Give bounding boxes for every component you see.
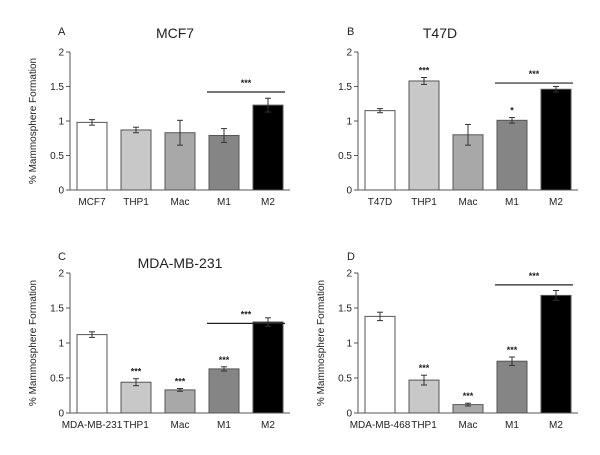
- chart-title: MCF7: [156, 25, 194, 41]
- y-tick-label: 2: [346, 269, 352, 280]
- y-axis-label: % Mammosphere Formation: [316, 280, 327, 406]
- y-tick-label: 0: [346, 409, 352, 420]
- bracket-marker: ***: [529, 271, 540, 281]
- x-tick-label: M1: [217, 420, 231, 431]
- bar-thp1: [120, 381, 152, 414]
- x-tick-label: Mac: [171, 197, 190, 208]
- x-tick-label: M2: [261, 420, 275, 431]
- y-tick-label: 1.5: [50, 304, 64, 315]
- y-axis-label: % Mammosphere Formation: [28, 58, 39, 184]
- y-axis-label: % Mammosphere Formation: [28, 280, 39, 406]
- y-tick-label: 1: [346, 117, 352, 128]
- y-tick-label: 0: [346, 186, 352, 197]
- x-tick-label: THP1: [411, 420, 437, 431]
- significance-marker: ***: [175, 377, 186, 387]
- chart-panel-b: B T47D 0 0.5 1 1.5 2 T47D THP1 *** Mac M1 * M2 ***: [338, 25, 578, 208]
- bar-mda-mb-468: [364, 315, 396, 414]
- y-tick-label: 1.5: [50, 82, 64, 93]
- bar-mda-mb-231: [76, 334, 108, 414]
- bracket-marker: ***: [241, 309, 252, 319]
- bracket-marker: ***: [241, 78, 252, 88]
- significance-marker: ***: [419, 363, 430, 373]
- y-tick-label: 0: [58, 186, 64, 197]
- chart-panel-a: A MCF7 % Mammosphere Formation 0 0.5 1 1.5 2 MCF…: [28, 25, 290, 208]
- bar-mac: [452, 134, 484, 191]
- y-tick-label: 0.5: [338, 374, 352, 385]
- x-tick-label: Mac: [459, 420, 478, 431]
- x-tick-label: M1: [217, 197, 231, 208]
- y-tick-label: 1.5: [338, 82, 352, 93]
- bar-mcf7: [76, 121, 108, 191]
- panel-letter: C: [58, 251, 66, 263]
- chart-title: T47D: [423, 25, 457, 41]
- x-tick-label: THP1: [123, 420, 149, 431]
- y-tick-label: 0.5: [50, 374, 64, 385]
- x-tick-label: Mac: [459, 197, 478, 208]
- bar-m2: [540, 88, 572, 191]
- significance-marker: ***: [463, 391, 474, 401]
- chart-title: MDA-MB-231: [138, 255, 223, 271]
- x-tick-label: T47D: [368, 197, 392, 208]
- bar-mac: [164, 389, 196, 414]
- x-tick-label: M2: [261, 197, 275, 208]
- x-tick-label: THP1: [123, 197, 149, 208]
- panel-letter: A: [58, 26, 66, 38]
- bar-mac: [164, 132, 196, 191]
- y-tick-label: 1: [58, 117, 64, 128]
- y-tick-label: 2: [58, 48, 64, 59]
- x-tick-label: M2: [549, 197, 563, 208]
- significance-marker: ***: [419, 66, 430, 76]
- bar-m2: [252, 321, 284, 414]
- significance-marker: *: [510, 106, 514, 116]
- bar-m1: [208, 368, 240, 414]
- x-tick-label: M1: [505, 420, 519, 431]
- bar-m2: [540, 294, 572, 414]
- y-tick-label: 1.5: [338, 304, 352, 315]
- y-tick-label: 2: [58, 269, 64, 280]
- panel-letter: B: [347, 26, 354, 38]
- chart-panel-d: D % Mammosphere Formation 0 0.5 1 1.5 2 MDA-MB-…: [316, 251, 578, 431]
- bar-m2: [252, 104, 284, 191]
- x-tick-label: M1: [505, 197, 519, 208]
- panel-letter: D: [347, 251, 355, 263]
- bar-m1: [496, 119, 528, 191]
- bracket-marker: ***: [529, 69, 540, 79]
- significance-marker: ***: [219, 355, 230, 365]
- y-tick-label: 2: [346, 48, 352, 59]
- x-tick-label: MDA-MB-231: [62, 420, 123, 431]
- x-tick-label: M2: [549, 420, 563, 431]
- y-tick-label: 0: [58, 409, 64, 420]
- y-tick-label: 1: [58, 339, 64, 350]
- bar-thp1: [408, 80, 440, 191]
- chart-panel-c: C MDA-MB-231 % Mammosphere Formation 0 0.5 1 1…: [28, 251, 290, 431]
- y-tick-label: 0.5: [338, 151, 352, 162]
- bar-thp1: [120, 129, 152, 191]
- y-tick-label: 0.5: [50, 151, 64, 162]
- bar-m1: [496, 360, 528, 414]
- x-tick-label: MDA-MB-468: [350, 420, 411, 431]
- x-tick-label: MCF7: [78, 197, 106, 208]
- y-tick-label: 1: [346, 339, 352, 350]
- bar-t47d: [364, 110, 396, 191]
- significance-marker: ***: [131, 367, 142, 377]
- x-tick-label: THP1: [411, 197, 437, 208]
- x-tick-label: Mac: [171, 420, 190, 431]
- bar-m1: [208, 134, 240, 191]
- significance-marker: ***: [507, 345, 518, 355]
- bar-thp1: [408, 379, 440, 414]
